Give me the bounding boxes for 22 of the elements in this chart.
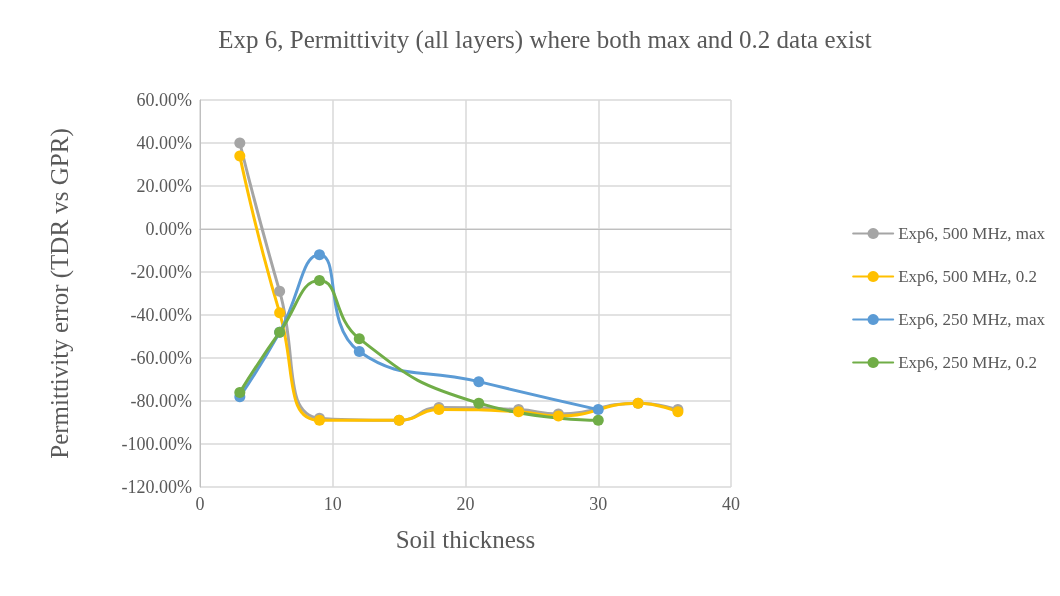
legend-label: Exp6, 250 MHz, max bbox=[898, 310, 1046, 329]
x-tick-label: 40 bbox=[722, 494, 740, 514]
legend-label: Exp6, 500 MHz, max bbox=[898, 224, 1046, 243]
y-tick-label: -40.00% bbox=[130, 305, 192, 325]
x-tick-label: 10 bbox=[323, 494, 342, 514]
legend-label: Exp6, 500 MHz, 0.2 bbox=[898, 267, 1037, 286]
y-tick-label: -20.00% bbox=[130, 262, 192, 282]
y-tick-label: 0.00% bbox=[145, 219, 192, 239]
x-tick-label: 0 bbox=[195, 494, 205, 514]
y-tick-label: 40.00% bbox=[136, 133, 192, 153]
y-tick-label: -120.00% bbox=[121, 477, 192, 497]
x-tick-label: 30 bbox=[589, 494, 608, 514]
y-tick-label: -100.00% bbox=[121, 434, 192, 454]
legend-label: Exp6, 250 MHz, 0.2 bbox=[898, 353, 1037, 372]
y-tick-label: 60.00% bbox=[136, 90, 192, 110]
y-tick-label: -80.00% bbox=[130, 391, 192, 411]
y-tick-label: -60.00% bbox=[130, 348, 192, 368]
x-tick-label: 20 bbox=[456, 494, 475, 514]
y-tick-label: 20.00% bbox=[136, 176, 192, 196]
chart-title: Exp 6, Permittivity (all layers) where both max and 0.2 data exist bbox=[218, 26, 872, 54]
y-axis-title: Permittivity error (TDR vs GPR) bbox=[46, 128, 74, 459]
x-axis-title: Soil thickness bbox=[395, 526, 536, 553]
